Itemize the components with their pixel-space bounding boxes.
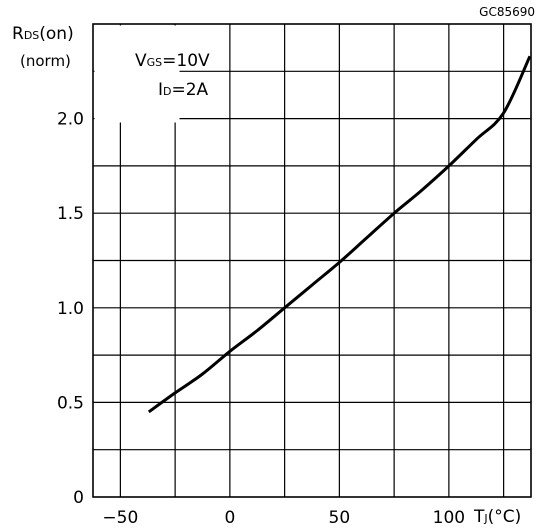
y-tick-label: 1.0 — [57, 299, 84, 319]
x-tick-label: 50 — [329, 508, 351, 528]
plot-frame — [92, 23, 532, 498]
tick-labels: 0 0.5 1.0 1.5 2.0 −50 0 50 100 — [57, 110, 465, 528]
x-tick-label: 0 — [224, 508, 235, 528]
series-line — [147, 55, 532, 414]
figure-code: GC85690 — [479, 5, 535, 19]
condition-vgs: VGS=10V — [135, 51, 210, 71]
conditions-box — [94, 25, 180, 123]
x-axis-label: TJ(°C) — [473, 507, 521, 527]
y-tick-label: 0 — [73, 488, 84, 508]
y-axis-label-unit: (norm) — [20, 52, 71, 70]
y-axis-label: RDS(on) — [12, 24, 74, 44]
grid — [93, 24, 531, 497]
x-tick-label: −50 — [102, 508, 138, 528]
y-tick-label: 2.0 — [57, 110, 84, 130]
condition-id: ID=2A — [158, 80, 209, 100]
x-tick-label: 100 — [433, 508, 465, 528]
y-tick-label: 1.5 — [57, 204, 84, 224]
y-tick-label: 0.5 — [57, 393, 84, 413]
